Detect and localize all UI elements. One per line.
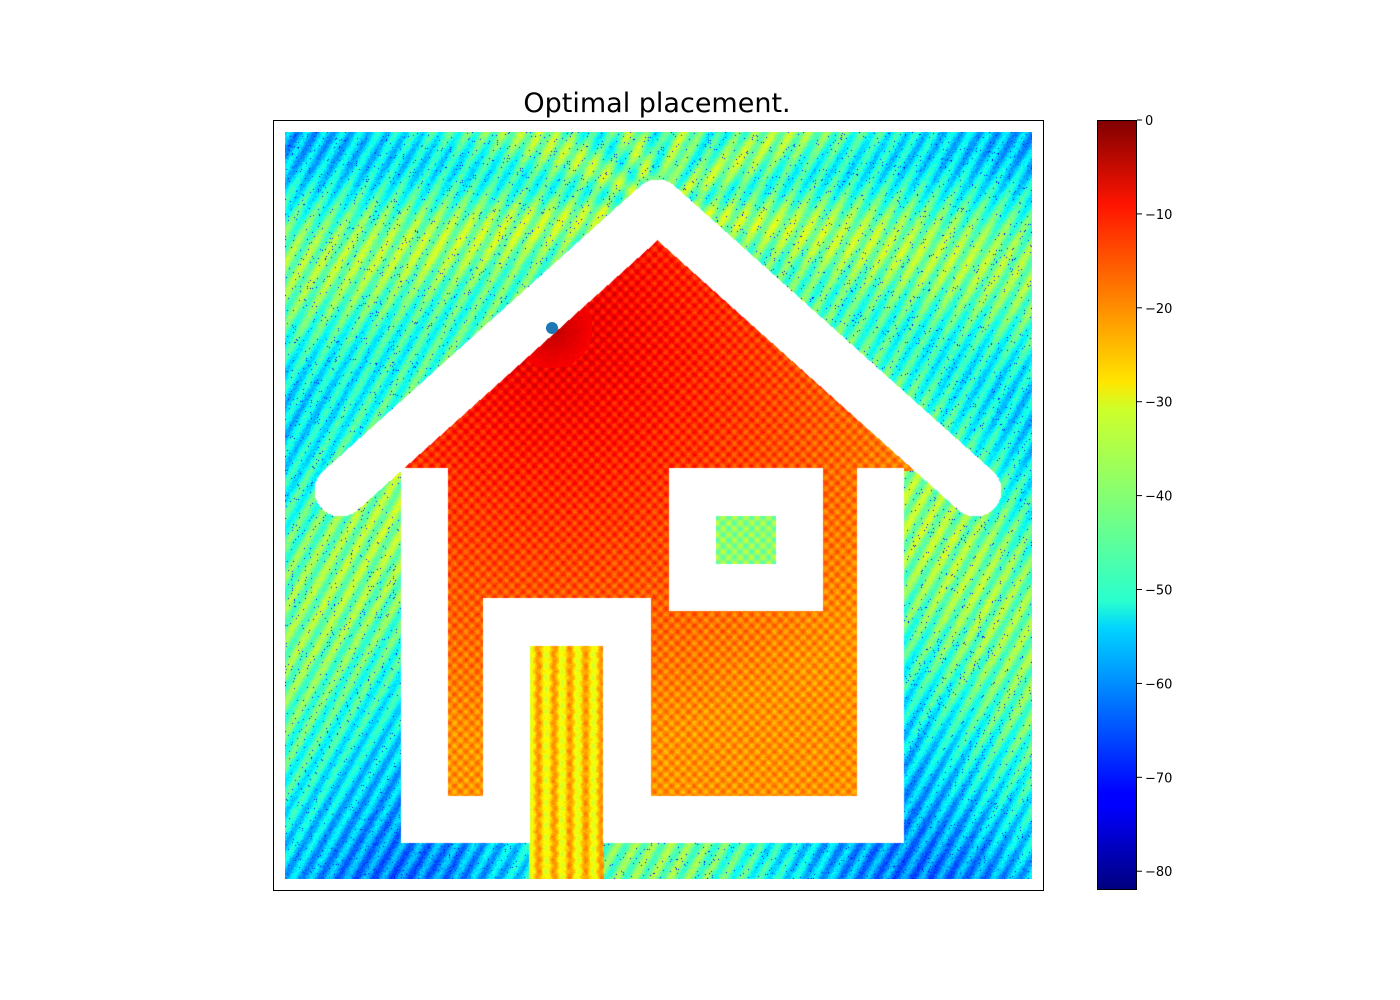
colorbar-tick-label: 0 [1145,114,1153,129]
colorbar-tick-label: −40 [1145,490,1172,505]
colorbar-tick-label: −60 [1145,677,1172,692]
colorbar-tick-label: −30 [1145,396,1172,411]
colorbar-tick-label: −20 [1145,302,1172,317]
heatmap-image [285,132,1032,879]
placement-marker [546,322,558,334]
heatmap-image-holder [285,132,1032,879]
chart-title: Optimal placement. [523,88,790,119]
colorbar-tick-label: −80 [1145,865,1172,880]
colorbar: 0 −10 −20 −30 −40 −50 −60 −70 −80 [1097,114,1172,890]
heatmap-axes [273,120,1044,891]
colorbar-tick-label: −70 [1145,771,1172,786]
colorbar-ticks: 0 −10 −20 −30 −40 −50 −60 −70 −80 [1137,114,1172,880]
colorbar-tick-label: −10 [1145,208,1172,223]
colorbar-frame [1097,120,1137,890]
colorbar-gradient [1097,120,1137,890]
colorbar-tick-label: −50 [1145,584,1172,599]
